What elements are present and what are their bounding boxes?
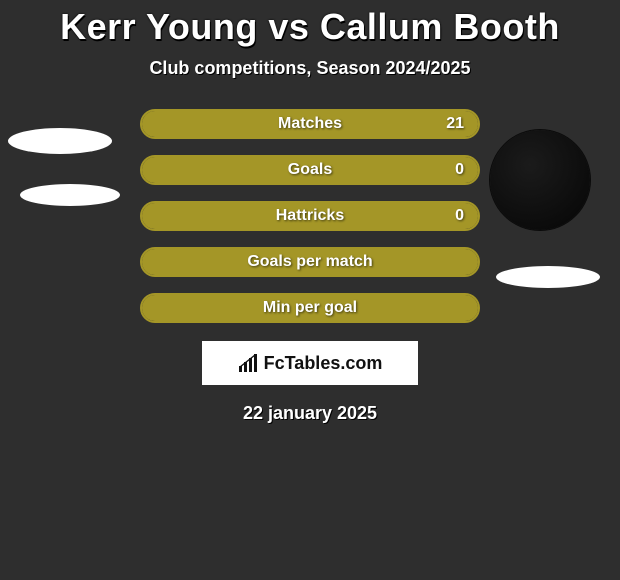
stat-value-right: 0 — [455, 207, 464, 225]
stat-label: Goals per match — [247, 253, 372, 271]
logo-box: FcTables.com — [202, 341, 418, 385]
stat-row: Matches 21 — [140, 109, 480, 139]
date-line: 22 january 2025 — [0, 403, 620, 424]
stat-label: Matches — [278, 115, 342, 133]
bars-icon — [238, 354, 260, 372]
stat-label: Hattricks — [276, 207, 344, 225]
subtitle: Club competitions, Season 2024/2025 — [0, 58, 620, 79]
stat-label: Goals — [288, 161, 332, 179]
stats-area: Matches 21 Goals 0 Hattricks 0 Goals per match… — [0, 109, 620, 323]
stat-value-right: 21 — [446, 115, 464, 133]
stat-value-right: 0 — [455, 161, 464, 179]
stat-row: Min per goal — [140, 293, 480, 323]
stat-row: Goals 0 — [140, 155, 480, 185]
page-title: Kerr Young vs Callum Booth — [0, 6, 620, 48]
stat-row: Goals per match — [140, 247, 480, 277]
stat-row: Hattricks 0 — [140, 201, 480, 231]
logo-text: FcTables.com — [264, 353, 383, 374]
stat-label: Min per goal — [263, 299, 357, 317]
